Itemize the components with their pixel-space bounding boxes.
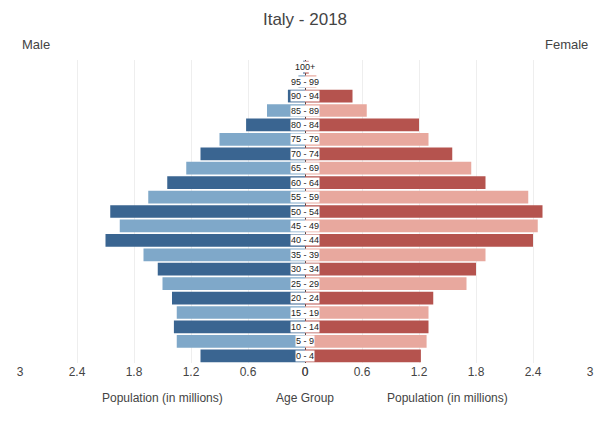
svg-text:2.4: 2.4 bbox=[69, 365, 86, 379]
svg-text:Male: Male bbox=[22, 37, 50, 52]
svg-text:70 - 74: 70 - 74 bbox=[291, 149, 319, 159]
svg-text:0: 0 bbox=[302, 365, 309, 379]
svg-text:1.8: 1.8 bbox=[468, 365, 485, 379]
svg-text:3: 3 bbox=[587, 365, 594, 379]
svg-text:20 - 24: 20 - 24 bbox=[291, 293, 319, 303]
svg-text:0.6: 0.6 bbox=[240, 365, 257, 379]
svg-text:95 - 99: 95 - 99 bbox=[291, 77, 319, 87]
svg-text:Age Group: Age Group bbox=[276, 391, 334, 405]
svg-text:85 - 89: 85 - 89 bbox=[291, 106, 319, 116]
svg-text:Population (in millions): Population (in millions) bbox=[102, 391, 223, 405]
svg-text:30 - 34: 30 - 34 bbox=[291, 264, 319, 274]
svg-text:75 - 79: 75 - 79 bbox=[291, 134, 319, 144]
svg-text:100+: 100+ bbox=[295, 62, 315, 72]
svg-text:2.4: 2.4 bbox=[525, 365, 542, 379]
svg-text:0 - 4: 0 - 4 bbox=[296, 351, 314, 361]
svg-text:0.6: 0.6 bbox=[354, 365, 371, 379]
svg-text:3: 3 bbox=[17, 365, 24, 379]
svg-text:35 - 39: 35 - 39 bbox=[291, 250, 319, 260]
svg-text:5 - 9: 5 - 9 bbox=[296, 336, 314, 346]
svg-text:65 - 69: 65 - 69 bbox=[291, 163, 319, 173]
svg-text:15 - 19: 15 - 19 bbox=[291, 308, 319, 318]
svg-text:40 - 44: 40 - 44 bbox=[291, 235, 319, 245]
svg-text:60 - 64: 60 - 64 bbox=[291, 178, 319, 188]
svg-text:80 - 84: 80 - 84 bbox=[291, 120, 319, 130]
svg-text:1.2: 1.2 bbox=[411, 365, 428, 379]
svg-text:90 - 94: 90 - 94 bbox=[291, 91, 319, 101]
svg-text:50 - 54: 50 - 54 bbox=[291, 207, 319, 217]
svg-text:Italy - 2018: Italy - 2018 bbox=[263, 10, 347, 29]
svg-text:1.2: 1.2 bbox=[183, 365, 200, 379]
svg-text:1.8: 1.8 bbox=[126, 365, 143, 379]
svg-text:45 - 49: 45 - 49 bbox=[291, 221, 319, 231]
svg-text:Population (in millions): Population (in millions) bbox=[387, 391, 508, 405]
svg-text:55 - 59: 55 - 59 bbox=[291, 192, 319, 202]
svg-text:Female: Female bbox=[545, 37, 588, 52]
svg-text:10 - 14: 10 - 14 bbox=[291, 322, 319, 332]
svg-text:0: 0 bbox=[302, 365, 309, 379]
svg-text:25 - 29: 25 - 29 bbox=[291, 279, 319, 289]
